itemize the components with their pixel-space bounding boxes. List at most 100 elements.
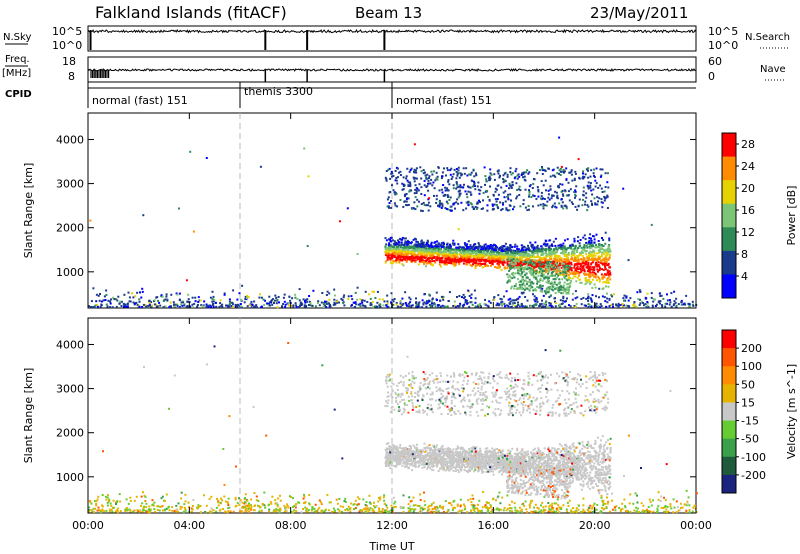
echo-cell: [552, 240, 555, 243]
echo-cell: [436, 259, 439, 262]
echo-cell: [491, 208, 494, 211]
echo-cell: [439, 257, 442, 260]
echo-cell: [461, 250, 464, 253]
echo-cell: [409, 169, 412, 171]
echo-cell: [511, 266, 514, 269]
echo-cell: [404, 248, 407, 251]
echo-cell: [520, 508, 523, 511]
echo-cell: [418, 249, 421, 252]
echo-cell: [606, 249, 609, 252]
echo-cell: [414, 256, 417, 259]
echo-cell: [239, 510, 241, 513]
echo-cell: [567, 290, 570, 293]
echo-cell: [430, 263, 433, 266]
echo-cell: [507, 193, 510, 196]
echo-cell: [495, 246, 498, 249]
echo-cell: [532, 271, 535, 274]
echo-cell: [183, 304, 186, 307]
echo-cell: [431, 304, 434, 307]
echo-cell: [446, 253, 449, 256]
echo-cell: [591, 268, 594, 271]
echo-cell: [431, 184, 434, 187]
echo-cell: [486, 204, 489, 207]
echo-cell: [413, 180, 416, 183]
echo-cell: [210, 305, 213, 308]
echo-cell: [442, 505, 445, 508]
echo-cell: [452, 249, 455, 251]
echo-cell: [393, 252, 396, 255]
echo-cell: [407, 185, 410, 187]
echo-cell: [358, 510, 361, 513]
echo-cell: [594, 276, 597, 279]
echo-cell: [120, 300, 123, 303]
echo-cell: [575, 511, 578, 514]
echo-cell: [560, 262, 563, 265]
echo-cell: [608, 239, 611, 242]
echo-cell: [586, 246, 589, 249]
echo-cell: [518, 281, 521, 283]
echo-cell: [488, 300, 491, 303]
echo-cell: [554, 300, 556, 303]
echo-cell: [478, 255, 480, 258]
echo-cell: [598, 256, 600, 259]
echo-cell: [532, 255, 535, 258]
echo-cell: [411, 304, 414, 307]
echo-cell: [475, 258, 478, 261]
echo-cell: [583, 234, 586, 237]
echo-cell: [554, 244, 557, 247]
echo-cell: [644, 303, 647, 306]
echo-cell: [434, 261, 437, 264]
echo-cell: [662, 297, 665, 300]
echo-cell: [508, 509, 511, 512]
echo-cell: [402, 205, 405, 208]
echo-cell: [540, 195, 543, 198]
echo-cell: [491, 247, 494, 250]
echo-cell: [622, 304, 625, 307]
echo-cell: [476, 206, 479, 209]
echo-cell: [308, 494, 311, 497]
y-tick-label: 3000: [56, 178, 84, 191]
echo-cell: [578, 177, 581, 180]
echo-cell: [635, 506, 638, 509]
echo-cell: [486, 252, 489, 255]
echo-cell: [423, 184, 426, 187]
echo-cell: [544, 258, 547, 261]
echo-cell: [564, 277, 566, 280]
echo-cell: [320, 509, 323, 512]
echo-cell: [397, 240, 400, 243]
echo-cell: [468, 251, 471, 254]
echo-cell: [386, 258, 389, 261]
echo-cell: [516, 266, 519, 269]
echo-cell: [559, 245, 562, 248]
echo-cell: [608, 297, 611, 300]
echo-cell: [384, 176, 387, 179]
echo-cell: [503, 196, 506, 199]
echo-cell: [530, 256, 532, 259]
echo-cell: [476, 201, 479, 204]
echo-cell: [500, 249, 503, 252]
echo-cell: [413, 259, 416, 262]
echo-cell: [469, 252, 472, 255]
echo-cell: [548, 246, 551, 249]
echo-cell: [579, 262, 582, 265]
echo-cell: [603, 252, 606, 255]
echo-cell: [448, 502, 450, 505]
echo-cell: [519, 256, 521, 259]
echo-cell: [566, 501, 569, 504]
echo-cell: [506, 260, 509, 263]
echo-cell: [597, 186, 600, 189]
echo-cell: [569, 284, 572, 287]
echo-cell: [423, 301, 426, 304]
echo-cell: [408, 247, 411, 250]
echo-cell: [447, 180, 450, 183]
echo-cell: [594, 275, 597, 277]
echo-cell: [591, 271, 594, 274]
echo-cell: [328, 292, 331, 295]
echo-cell: [429, 205, 432, 208]
echo-cell: [397, 242, 400, 244]
echo-cell: [558, 202, 561, 205]
echo-cell: [548, 266, 551, 269]
echo-cell: [407, 249, 410, 252]
echo-cell: [411, 207, 414, 210]
echo-cell: [103, 510, 106, 513]
